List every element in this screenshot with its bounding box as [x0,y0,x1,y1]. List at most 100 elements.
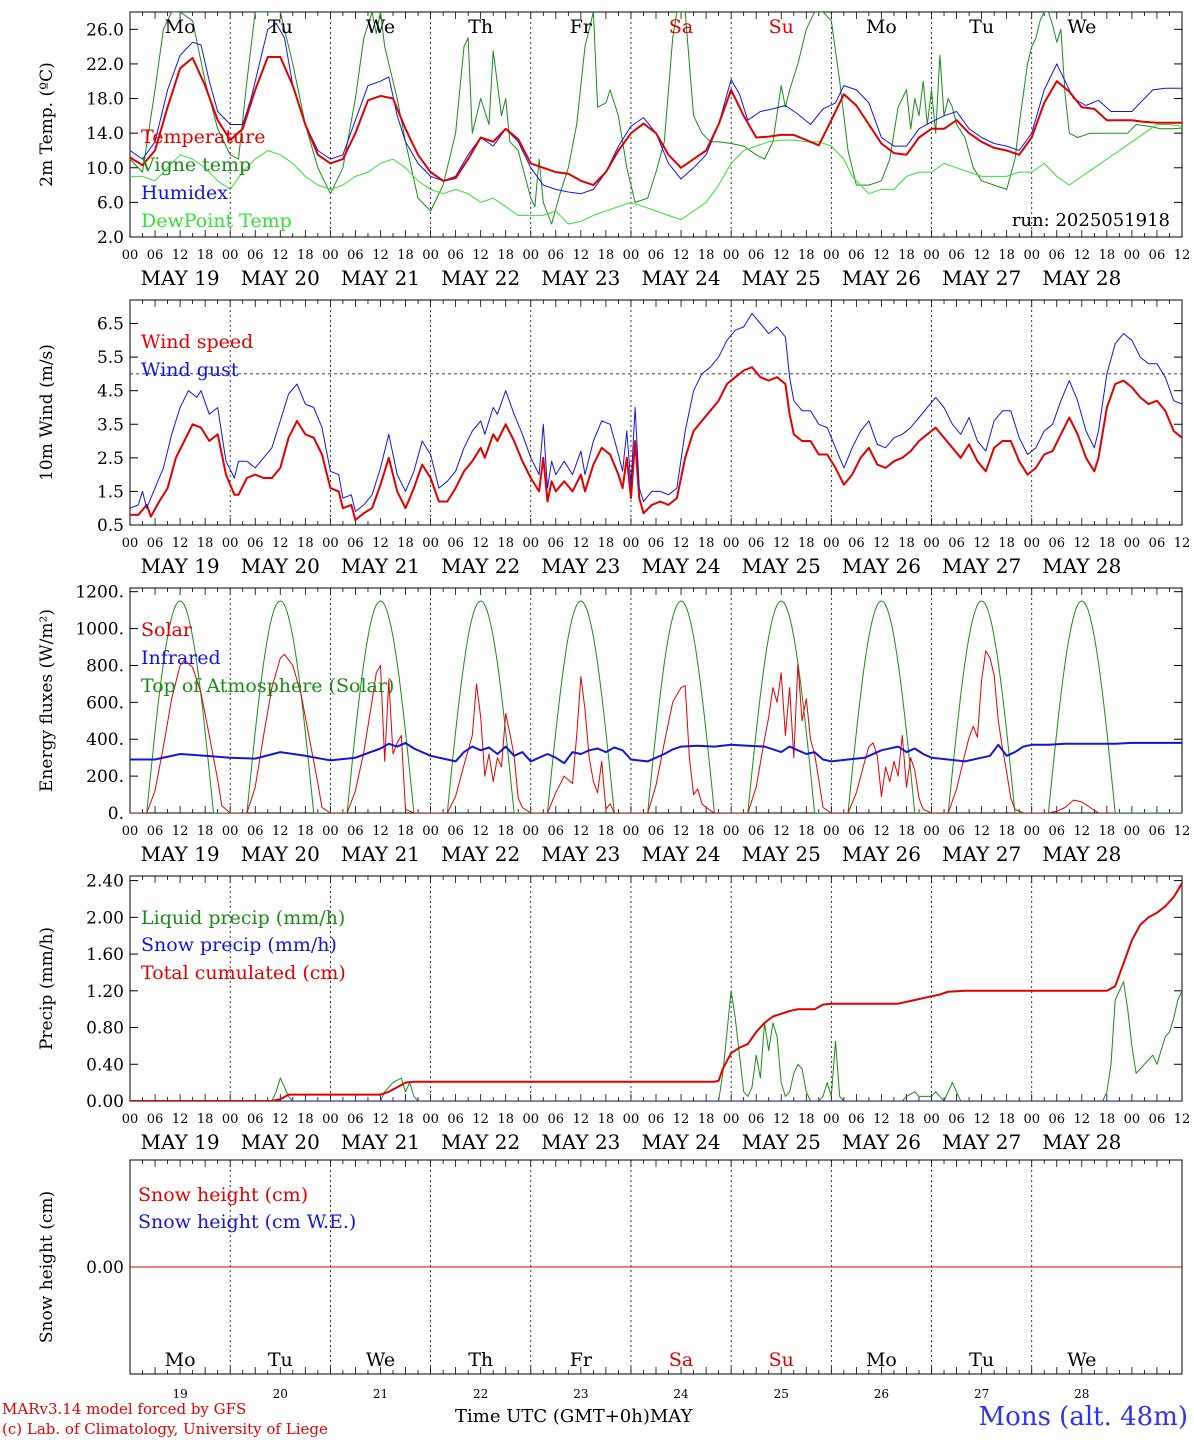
hour-label: 18 [798,248,815,263]
date-label: MAY 26 [842,1130,921,1154]
hour-label: 12 [372,1112,389,1127]
date-label: MAY 24 [641,554,720,578]
hour-label: 12 [673,536,690,551]
hour-label: 06 [548,824,565,839]
hour-label: 18 [1099,824,1116,839]
date-label: MAY 25 [742,554,821,578]
hour-label: 06 [447,536,464,551]
hour-label: 18 [998,248,1015,263]
hour-label: 06 [548,248,565,263]
hour-label: 06 [447,1112,464,1127]
hour-label: 06 [648,1112,665,1127]
panel-4: 0.00 0.40 0.80 1.20 1.60 2.00 2.40 Precip (mm/h… [37,872,1190,1154]
hour-label: 12 [1174,536,1191,551]
hour-label: 06 [1048,824,1065,839]
hour-label: 18 [698,1112,715,1127]
day-name: Mo [165,1349,196,1371]
hour-label: 00 [623,536,640,551]
hour-label: 18 [598,1112,615,1127]
date-label: MAY 24 [641,1130,720,1154]
hour-label: 18 [1099,1112,1116,1127]
model-credit: MARv3.14 model forced by GFS [2,1400,247,1418]
date-label: MAY 28 [1042,266,1121,290]
hour-label: 12 [472,1112,489,1127]
y-tick-label: 0.00 [86,1258,124,1278]
hour-label: 12 [1174,1112,1191,1127]
hour-label: 12 [773,536,790,551]
hour-label: 18 [798,1112,815,1127]
hour-label: 18 [598,536,615,551]
hour-label: 06 [948,248,965,263]
y-axis-label: 2m Temp. (ºC) [37,62,57,187]
hour-label: 18 [998,536,1015,551]
hour-label: 06 [748,248,765,263]
date-label: MAY 25 [742,266,821,290]
hour-label: 18 [497,536,514,551]
hour-label: 06 [247,824,264,839]
hour-label: 00 [222,536,239,551]
hour-label: 18 [798,824,815,839]
y-tick-label: 4.5 [97,382,124,402]
hour-label: 12 [172,1112,189,1127]
hour-label: 12 [673,824,690,839]
date-label: MAY 22 [441,266,520,290]
hour-label: 12 [272,536,289,551]
day-name: Th [468,1349,493,1371]
hour-label: 18 [898,1112,915,1127]
hour-label: 00 [723,248,740,263]
run-annotation: run: 2025051918 [1012,210,1170,231]
hour-label: 06 [1149,824,1166,839]
day-name: We [1067,16,1096,38]
hour-label: 12 [272,248,289,263]
date-label: MAY 22 [441,1130,520,1154]
day-number: 25 [774,1387,789,1401]
legend-entry: Humidex [141,182,228,204]
hour-label: 00 [923,536,940,551]
hour-label: 06 [848,536,865,551]
hour-label: 18 [397,248,414,263]
hour-label: 12 [272,824,289,839]
hour-label: 12 [372,248,389,263]
day-number: 28 [1074,1387,1089,1401]
legend-entry: Snow height (cm W.E.) [138,1211,356,1233]
day-number: 27 [974,1387,989,1401]
date-label: MAY 20 [241,1130,320,1154]
series-line-top-of-atmosphere-solar- [130,600,1182,813]
hour-label: 06 [147,248,164,263]
date-label: MAY 22 [441,554,520,578]
hour-label: 06 [347,248,364,263]
day-number: 24 [673,1387,689,1401]
hour-label: 00 [1023,1112,1040,1127]
location-label: Mons (alt. 48m) [978,1402,1188,1432]
hour-label: 00 [1124,248,1141,263]
hour-label: 18 [898,248,915,263]
date-label: MAY 19 [141,266,220,290]
hour-label: 18 [497,824,514,839]
series-group [130,882,1182,1101]
hour-label: 06 [1149,1112,1166,1127]
hour-label: 12 [873,248,890,263]
y-axis-label: Precip (mm/h) [37,927,57,1050]
hour-label: 00 [823,824,840,839]
hour-label: 12 [1174,248,1191,263]
day-number: 23 [573,1387,588,1401]
day-name: We [366,1349,395,1371]
hour-label: 18 [297,1112,314,1127]
date-label: MAY 28 [1042,842,1121,866]
y-tick-label: 14.0 [86,124,124,144]
hour-label: 12 [472,248,489,263]
date-label: MAY 28 [1042,554,1121,578]
y-tick-label: 6.0 [97,193,124,213]
y-tick-label: 2.0 [97,228,124,248]
plot-frame [129,11,1183,238]
date-label: MAY 23 [541,1130,620,1154]
hour-label: 12 [573,248,590,263]
series-line-solar [130,650,1116,813]
hour-label: 00 [1023,824,1040,839]
y-tick-label: 1200. [75,583,124,603]
hour-label: 12 [372,536,389,551]
hour-label: 18 [397,1112,414,1127]
day-number: 20 [273,1387,288,1401]
hour-label: 06 [247,1112,264,1127]
